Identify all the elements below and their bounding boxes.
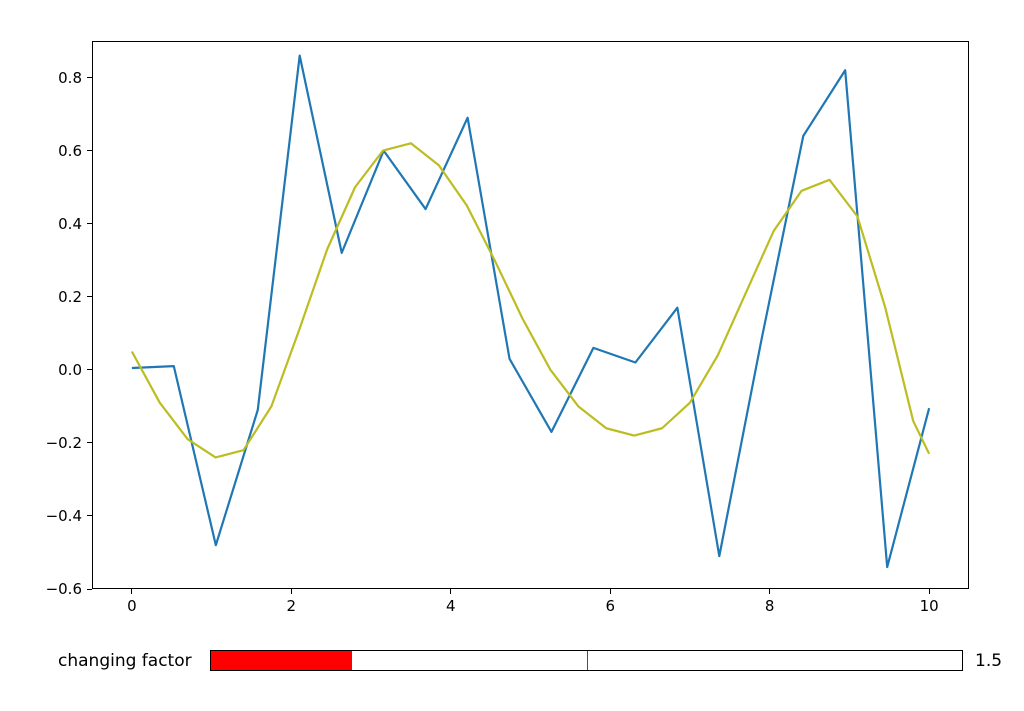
x-tick-label: 10 xyxy=(920,597,939,615)
y-tick-label: 0.6 xyxy=(58,142,82,160)
y-tick-mark xyxy=(87,442,92,443)
x-tick-mark xyxy=(769,589,770,594)
slider-center-mark xyxy=(587,651,588,670)
y-tick-mark xyxy=(87,589,92,590)
y-tick-mark xyxy=(87,369,92,370)
y-tick-label: −0.4 xyxy=(46,507,82,525)
series-noisy xyxy=(132,56,929,567)
figure: 0 2 4 6 8 10 −0.6 −0.4 −0.2 0.0 0.2 0.4 0.6 0.8 chan… xyxy=(0,0,1024,711)
slider-value: 1.5 xyxy=(975,651,1002,671)
y-tick-label: −0.6 xyxy=(46,580,82,598)
x-tick-label: 4 xyxy=(446,597,456,615)
y-tick-label: 0.4 xyxy=(58,215,82,233)
y-tick-mark xyxy=(87,296,92,297)
y-tick-label: 0.0 xyxy=(58,361,82,379)
slider-fill xyxy=(211,651,352,670)
series-smooth xyxy=(132,143,929,457)
y-tick-mark xyxy=(87,223,92,224)
y-tick-mark xyxy=(87,515,92,516)
x-tick-mark xyxy=(610,589,611,594)
x-tick-mark xyxy=(450,589,451,594)
y-tick-mark xyxy=(87,150,92,151)
x-tick-mark xyxy=(131,589,132,594)
plot-lines xyxy=(0,0,1024,711)
x-tick-label: 0 xyxy=(127,597,137,615)
x-tick-mark xyxy=(291,589,292,594)
x-tick-label: 6 xyxy=(605,597,615,615)
slider-track[interactable] xyxy=(210,650,963,671)
slider-label: changing factor xyxy=(58,651,192,671)
x-tick-label: 8 xyxy=(765,597,775,615)
y-tick-label: −0.2 xyxy=(46,434,82,452)
x-tick-label: 2 xyxy=(287,597,297,615)
y-tick-label: 0.8 xyxy=(58,69,82,87)
y-tick-mark xyxy=(87,77,92,78)
y-tick-label: 0.2 xyxy=(58,288,82,306)
x-tick-mark xyxy=(929,589,930,594)
